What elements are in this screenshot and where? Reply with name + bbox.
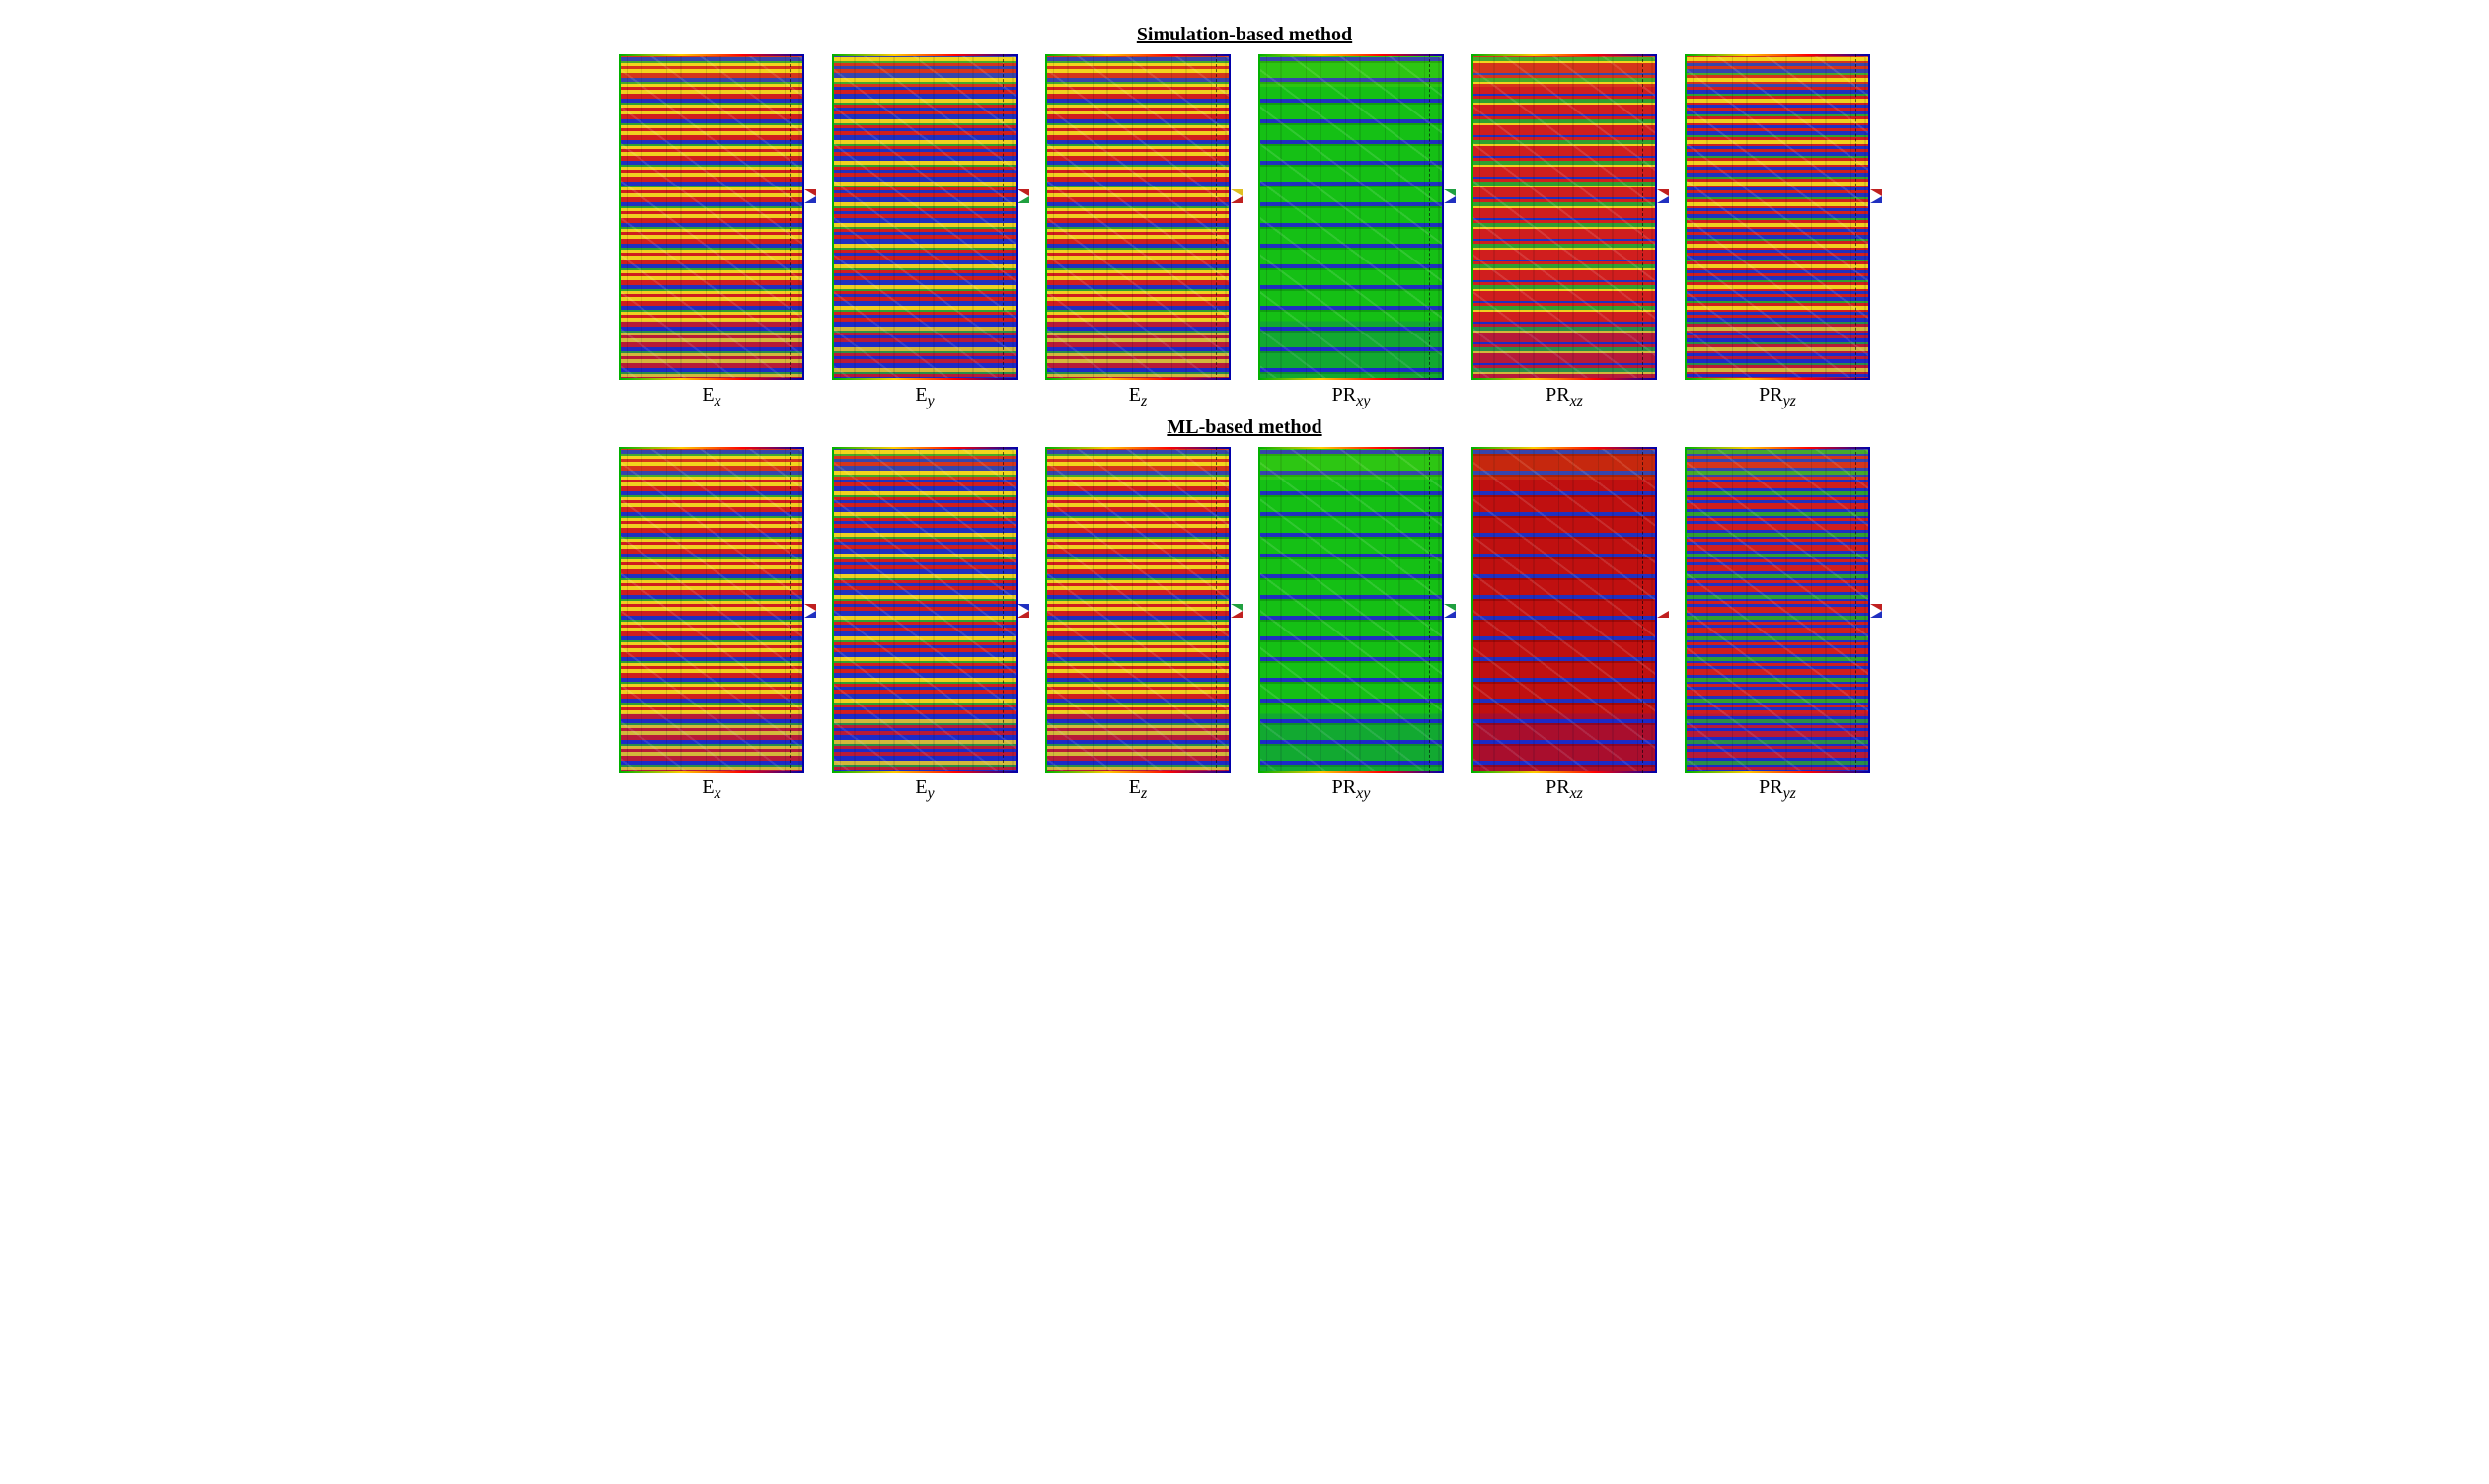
tex-tex4 bbox=[1685, 447, 1870, 773]
heatmap-panel bbox=[832, 447, 1018, 773]
panel-0-2: Ez bbox=[1045, 54, 1231, 410]
panel-1-0: Ex bbox=[619, 447, 804, 803]
edge-marker-icon bbox=[1870, 604, 1882, 618]
panel-label: PRxz bbox=[1546, 777, 1583, 803]
edge-marker-icon bbox=[1657, 189, 1669, 203]
panel-label-main: PR bbox=[1546, 384, 1569, 406]
panel-label-main: PR bbox=[1759, 384, 1782, 406]
panel-label-sub: yz bbox=[1783, 785, 1796, 802]
panel-label-main: PR bbox=[1332, 384, 1356, 406]
panel-label-sub: y bbox=[928, 393, 935, 409]
tex-tex4 bbox=[1471, 54, 1657, 380]
panel-label-sub: z bbox=[1141, 785, 1147, 802]
edge-marker-icon bbox=[1657, 604, 1669, 618]
heatmap-panel bbox=[1258, 447, 1444, 773]
panel-label: Ex bbox=[702, 777, 720, 803]
panel-label-main: PR bbox=[1759, 777, 1782, 798]
panel-label-sub: xy bbox=[1356, 785, 1370, 802]
tex-tex4 bbox=[619, 54, 804, 380]
panel-label-main: PR bbox=[1546, 777, 1569, 798]
panel-label-main: E bbox=[702, 384, 714, 406]
heatmap-panel bbox=[1471, 54, 1657, 380]
panel-label-sub: y bbox=[928, 785, 935, 802]
panel-label: Ez bbox=[1129, 384, 1147, 410]
tex-tex4 bbox=[1045, 54, 1231, 380]
tex-tex4 bbox=[1045, 447, 1231, 773]
panel-0-5: PRyz bbox=[1685, 54, 1870, 410]
heatmap-panel bbox=[1685, 54, 1870, 380]
panel-0-0: Ex bbox=[619, 54, 804, 410]
tex-tex4 bbox=[832, 54, 1018, 380]
edge-marker-icon bbox=[1444, 189, 1456, 203]
panel-label-main: E bbox=[1129, 384, 1141, 406]
panel-label-sub: xz bbox=[1570, 785, 1583, 802]
panel-label: Ez bbox=[1129, 777, 1147, 803]
panel-label-sub: x bbox=[715, 785, 721, 802]
edge-marker-icon bbox=[1231, 189, 1243, 203]
edge-marker-icon bbox=[1018, 189, 1029, 203]
edge-marker-icon bbox=[804, 189, 816, 203]
edge-marker-icon bbox=[1018, 604, 1029, 618]
tex-tex4 bbox=[1471, 447, 1657, 773]
panel-label-sub: z bbox=[1141, 393, 1147, 409]
panel-label-main: E bbox=[1129, 777, 1141, 798]
figure: Simulation-based methodExEyEzPRxyPRxzPRy… bbox=[20, 24, 2469, 803]
panel-row-0: ExEyEzPRxyPRxzPRyz bbox=[20, 54, 2469, 410]
tex-tex4 bbox=[619, 447, 804, 773]
edge-marker-icon bbox=[1444, 604, 1456, 618]
panel-label-sub: x bbox=[715, 393, 721, 409]
heatmap-panel bbox=[832, 54, 1018, 380]
panel-1-1: Ey bbox=[832, 447, 1018, 803]
heatmap-panel bbox=[1045, 54, 1231, 380]
panel-label: PRxy bbox=[1332, 777, 1371, 803]
heatmap-panel bbox=[619, 447, 804, 773]
panel-label: PRyz bbox=[1759, 384, 1796, 410]
panel-label-sub: xy bbox=[1356, 393, 1370, 409]
panel-1-3: PRxy bbox=[1258, 447, 1444, 803]
panel-1-2: Ez bbox=[1045, 447, 1231, 803]
panel-0-1: Ey bbox=[832, 54, 1018, 410]
panel-label: PRyz bbox=[1759, 777, 1796, 803]
heatmap-panel bbox=[1471, 447, 1657, 773]
panel-0-4: PRxz bbox=[1471, 54, 1657, 410]
panel-label: Ex bbox=[702, 384, 720, 410]
panel-0-3: PRxy bbox=[1258, 54, 1444, 410]
heatmap-panel bbox=[1258, 54, 1444, 380]
panel-1-5: PRyz bbox=[1685, 447, 1870, 803]
tex-tex4 bbox=[832, 447, 1018, 773]
tex-tex4 bbox=[1685, 54, 1870, 380]
tex-tex4 bbox=[1258, 54, 1444, 380]
panel-1-4: PRxz bbox=[1471, 447, 1657, 803]
edge-marker-icon bbox=[1870, 189, 1882, 203]
section-title-0: Simulation-based method bbox=[20, 24, 2469, 46]
panel-label-sub: yz bbox=[1783, 393, 1796, 409]
edge-marker-icon bbox=[804, 604, 816, 618]
panel-label: Ey bbox=[915, 384, 934, 410]
heatmap-panel bbox=[1685, 447, 1870, 773]
edge-marker-icon bbox=[1231, 604, 1243, 618]
panel-label-main: E bbox=[915, 384, 927, 406]
tex-tex4 bbox=[1258, 447, 1444, 773]
panel-label: PRxy bbox=[1332, 384, 1371, 410]
panel-row-1: ExEyEzPRxyPRxzPRyz bbox=[20, 447, 2469, 803]
panel-label-main: PR bbox=[1332, 777, 1356, 798]
panel-label-main: E bbox=[915, 777, 927, 798]
panel-label: Ey bbox=[915, 777, 934, 803]
panel-label-sub: xz bbox=[1570, 393, 1583, 409]
section-title-1: ML-based method bbox=[20, 416, 2469, 439]
heatmap-panel bbox=[619, 54, 804, 380]
panel-label-main: E bbox=[702, 777, 714, 798]
panel-label: PRxz bbox=[1546, 384, 1583, 410]
heatmap-panel bbox=[1045, 447, 1231, 773]
